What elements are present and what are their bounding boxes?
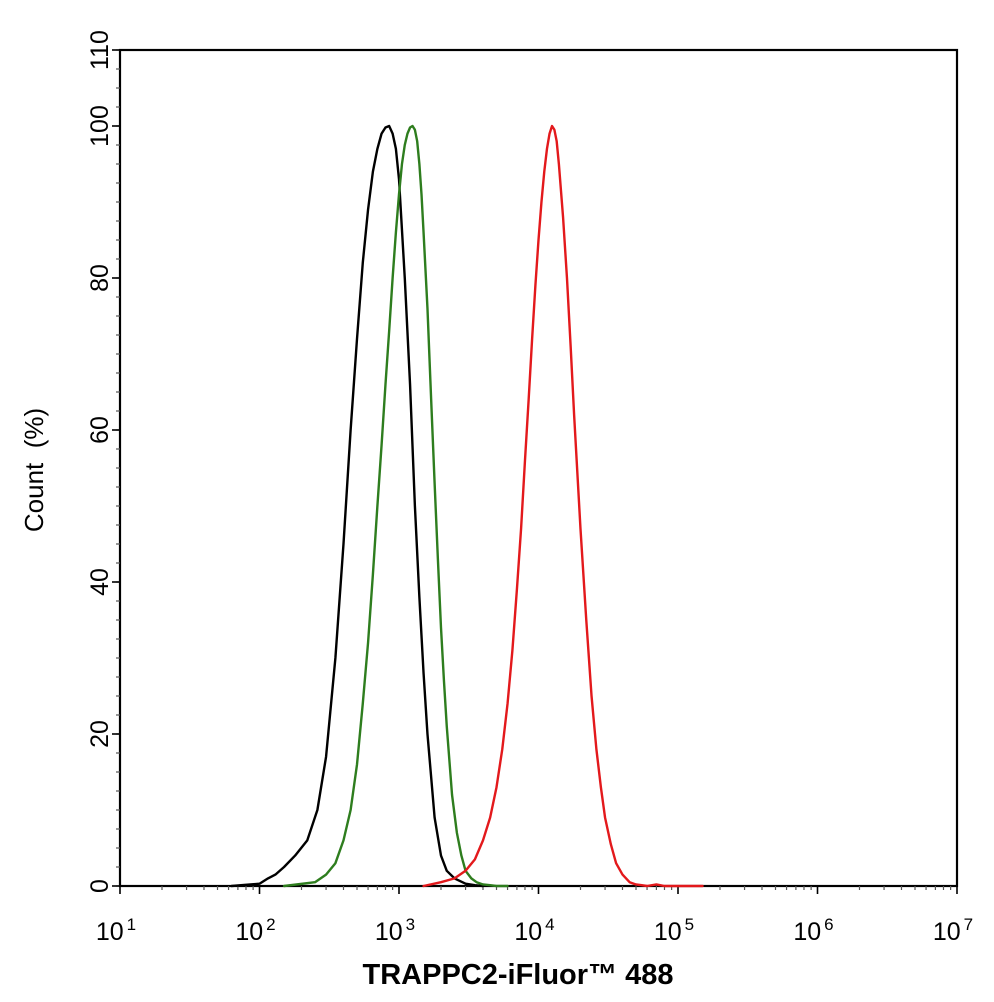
histogram-curve-3 (422, 124, 704, 888)
y-tick-label: 60 (86, 416, 114, 444)
x-tick-label: 10 1 (96, 915, 136, 946)
y-tick-label: 20 (86, 720, 114, 748)
x-tick-label: 10 6 (793, 915, 833, 946)
x-axis-title: TRAPPC2-iFluor™ 488 (363, 959, 674, 991)
histogram-curve-1 (230, 124, 485, 888)
x-tick-labels: 10 1 10 2 10 3 10 4 10 5 10 6 10 7 (96, 915, 973, 946)
y-tick-label: 0 (86, 879, 114, 893)
plot-frame (118, 48, 959, 888)
y-axis-title: Count (%) (19, 408, 49, 532)
y-tick-label: 40 (86, 568, 114, 596)
y-tick-label: 80 (86, 264, 114, 292)
y-tick-label: 110 (86, 30, 114, 70)
x-tick-label: 10 5 (654, 915, 694, 946)
x-ticks (119, 886, 958, 894)
x-tick-label: 10 7 (933, 915, 973, 946)
y-tick-labels: 0 20 40 60 80 100 110 (86, 30, 114, 893)
histogram-curve-2 (282, 124, 509, 888)
x-tick-label: 10 3 (375, 915, 415, 946)
histogram-curves (230, 124, 704, 888)
x-tick-label: 10 2 (235, 915, 275, 946)
y-tick-label: 100 (86, 105, 114, 147)
x-tick-label: 10 4 (514, 915, 554, 946)
y-major-ticks (112, 49, 120, 887)
